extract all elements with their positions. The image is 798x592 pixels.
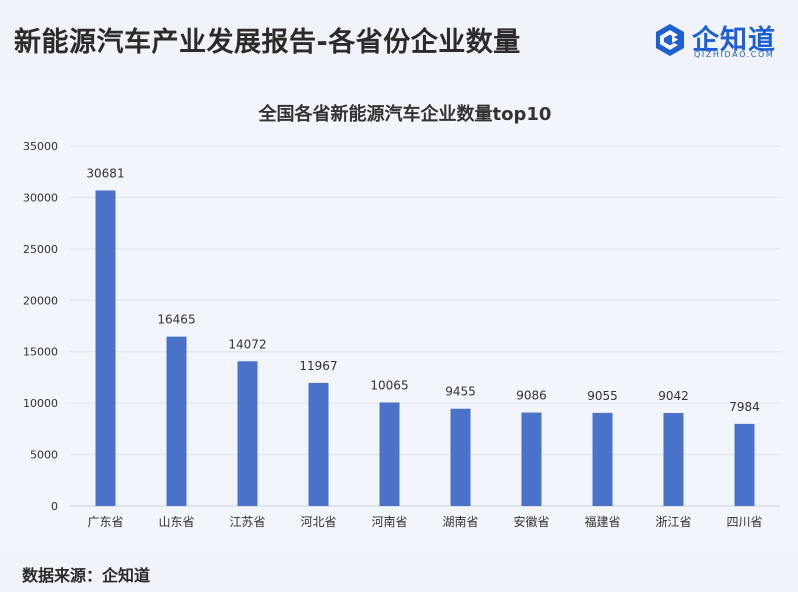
data-label: 9042	[658, 389, 689, 403]
bar-chart: 全国各省新能源汽车企业数量top10 0 5000 10000 15000 20000 25…	[23, 103, 780, 529]
bar	[663, 412, 684, 506]
bar	[237, 361, 258, 506]
x-tick-label: 浙江省	[655, 515, 691, 529]
x-tick-label: 江苏省	[229, 515, 265, 529]
bar	[166, 336, 187, 506]
x-tick-label: 福建省	[584, 514, 620, 529]
x-tick-label: 山东省	[158, 515, 194, 529]
bar	[592, 412, 613, 506]
data-label: 14072	[228, 337, 266, 351]
logo-mark-icon	[656, 24, 684, 56]
data-label: 16465	[157, 313, 195, 327]
data-label: 9055	[587, 389, 618, 403]
data-label: 9086	[516, 389, 547, 403]
y-tick-label: 25000	[23, 243, 58, 256]
chart-panel: 全国各省新能源汽车企业数量top10 0 5000 10000 15000 20000 25…	[0, 80, 798, 550]
page-title: 新能源汽车产业发展报告-各省份企业数量	[14, 27, 521, 58]
y-tick-label: 30000	[23, 191, 58, 204]
x-tick-label: 湖南省	[442, 514, 478, 529]
x-tick-label: 安徽省	[513, 514, 549, 529]
x-tick-label: 河南省	[371, 514, 407, 529]
y-tick-label: 5000	[30, 449, 58, 462]
data-label: 9455	[445, 385, 476, 399]
bar	[450, 408, 471, 506]
chart-title: 全国各省新能源汽车企业数量top10	[258, 103, 552, 125]
bar	[521, 412, 542, 506]
y-tick-label: 20000	[23, 294, 58, 307]
y-tick-label: 0	[51, 500, 58, 513]
bar	[734, 423, 755, 506]
company-logo: 企知道 QIZHIDAO.COM	[650, 20, 785, 64]
logo-text: 企知道	[692, 25, 776, 56]
data-source: 数据来源：企知道	[22, 566, 151, 585]
data-label: 10065	[370, 378, 408, 392]
page-header: 新能源汽车产业发展报告-各省份企业数量 企知道 QIZHIDAO.COM	[0, 0, 798, 80]
bar	[379, 402, 400, 506]
y-tick-label: 35000	[23, 140, 58, 153]
x-tick-label: 河北省	[300, 515, 336, 529]
bar	[308, 382, 329, 506]
x-tick-label: 广东省	[87, 515, 123, 529]
bar	[95, 190, 116, 506]
x-tick-label: 四川省	[726, 515, 762, 529]
data-label: 30681	[86, 166, 124, 180]
y-tick-label: 15000	[23, 346, 58, 359]
logo-subtext: QIZHIDAO.COM	[694, 50, 775, 59]
data-label: 7984	[729, 400, 760, 414]
data-label: 11967	[299, 359, 337, 373]
y-tick-label: 10000	[23, 397, 58, 410]
